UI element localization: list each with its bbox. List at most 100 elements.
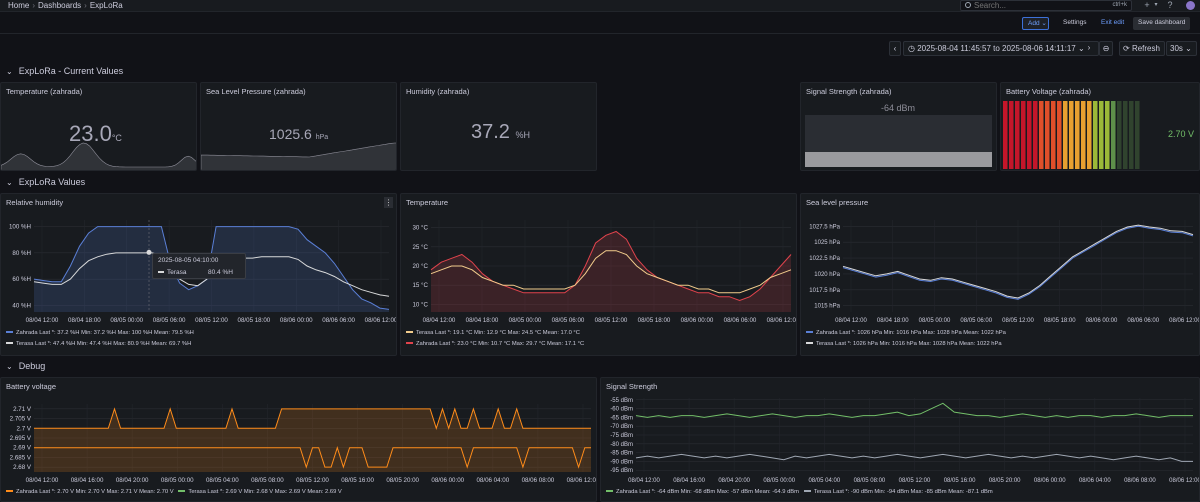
legend-item[interactable]: Terasa Last *: 47.4 %H Min: 47.4 %H Max:…	[6, 341, 191, 347]
save-dashboard-button[interactable]: Save dashboard	[1133, 17, 1191, 30]
x-tick-label: 08/06 08:00	[1124, 478, 1156, 484]
breadcrumb-dashboards[interactable]: Dashboards	[38, 1, 82, 10]
stat-panel-temperature[interactable]: Temperature (zahrada) 23.0°C	[0, 82, 197, 171]
y-tick-label: 1015 hPa	[814, 304, 840, 310]
stat-unit: hPa	[315, 134, 329, 141]
time-range-label: 2025-08-04 11:45:57 to 2025-08-06 14:11:…	[917, 44, 1076, 53]
zoom-out-button[interactable]: ⊖	[1099, 41, 1113, 56]
battery-led-segment	[1075, 101, 1080, 169]
temperature-chart[interactable]: 10 °C 15 °C 20 °C 25 °C 30 °C 08/04 12:00 08/0…	[401, 206, 797, 346]
x-tick-label: 08/06 00:00	[431, 477, 464, 484]
battery-led-gauge	[1003, 101, 1140, 169]
y-tick-label: 10 °C	[412, 301, 428, 308]
series-line-zahrada[interactable]	[33, 226, 390, 310]
gauge-panel-signal[interactable]: Signal Strength (zahrada) -64 dBm	[800, 82, 997, 171]
panel-temperature[interactable]: Temperature 10 °C 15 °C 20 °C 25 °C 30 °C 08/…	[400, 193, 797, 356]
panel-battery-voltage[interactable]: Battery voltage 2.68 V 2.685 V 2.69 V 2.695…	[0, 377, 597, 502]
plus-icon[interactable]: +	[1144, 0, 1150, 10]
x-tick-label: 08/05 12:00	[195, 317, 228, 324]
legend-item[interactable]: Terasa Last *: 19.1 °C Min: 12.9 °C Max:…	[406, 330, 580, 336]
row-current-values[interactable]: ⌄ ExpLoRa - Current Values	[6, 66, 123, 78]
battery-led-segment	[1057, 101, 1062, 169]
row-title: ExpLoRa - Current Values	[18, 66, 124, 76]
legend-text: Zahrada Last *: 2.70 V Min: 2.70 V Max: …	[16, 489, 174, 495]
y-tick-label: 40 %H	[12, 302, 31, 309]
legend-swatch	[406, 331, 413, 334]
y-tick-label: -75 dBm	[610, 433, 633, 439]
stat-panel-pressure[interactable]: Sea Level Pressure (zahrada) 1025.6 hPa	[200, 82, 397, 171]
legend-item-zahrada[interactable]: Zahrada Last *: -64 dBm Min: -68 dBm Max…	[606, 489, 799, 495]
panel-title: Relative humidity	[6, 198, 64, 207]
legend-item-terasa[interactable]: Terasa Last *: 2.69 V Min: 2.68 V Max: 2…	[178, 489, 342, 495]
y-tick-label: 2.695 V	[10, 435, 32, 442]
signal-chart[interactable]: -95 dBm -90 dBm -85 dBm -80 dBm -75 dBm -70 d…	[601, 390, 1200, 500]
series-line-terasa[interactable]	[842, 224, 1194, 299]
x-tick-label: 08/06 06:00	[322, 317, 355, 324]
chevron-down-icon: ⌄	[1077, 44, 1085, 53]
avatar[interactable]	[1186, 1, 1195, 10]
stat-value: 37.2 %H	[471, 121, 530, 144]
legend-item-terasa[interactable]: Terasa Last *: -90 dBm Min: -94 dBm Max:…	[803, 489, 993, 495]
search-icon	[965, 2, 971, 8]
series-line-zahrada[interactable]	[842, 225, 1194, 300]
panel-menu-icon[interactable]: ⋮	[384, 197, 393, 208]
legend-item[interactable]: Zahrada Last *: 1026 hPa Min: 1016 hPa M…	[806, 330, 1006, 336]
refresh-interval-select[interactable]: 30s ⌄	[1166, 41, 1197, 56]
x-tick-label: 08/05 16:00	[341, 477, 374, 484]
series-line-terasa[interactable]	[430, 250, 792, 294]
chevron-down-icon[interactable]: ▾	[1154, 2, 1158, 8]
legend-swatch	[406, 342, 413, 345]
tooltip: 2025-08-05 04:10:00 Terasa 80.4 %H	[152, 253, 246, 279]
legend-text: Terasa Last *: 2.69 V Min: 2.68 V Max: 2…	[188, 489, 342, 495]
panel-sea-level-pressure[interactable]: Sea level pressure 1015 hPa 1017.5 hPa 102…	[800, 193, 1200, 356]
x-tick-label: 08/04 12:00	[423, 317, 456, 324]
panel-signal-strength[interactable]: Signal Strength -95 dBm -90 dBm -85 dBm -80…	[600, 377, 1200, 502]
time-back-button[interactable]: ‹	[889, 41, 901, 56]
add-button[interactable]: Add ⌄	[1022, 17, 1049, 30]
panel-title: Temperature (zahrada)	[6, 87, 83, 96]
x-tick-label: 08/05 08:00	[251, 477, 284, 484]
panel-relative-humidity[interactable]: Relative humidity ⋮ 40 %H 60 %H 80 %H 100 %…	[0, 193, 397, 356]
clock-icon: ◷	[908, 44, 915, 53]
legend-text: Terasa Last *: 1026 hPa Min: 1016 hPa Ma…	[816, 341, 1002, 347]
legend-item[interactable]: Zahrada Last *: 23.0 °C Min: 10.7 °C Max…	[406, 341, 584, 347]
series-line-zahrada[interactable]	[34, 407, 591, 430]
stat-panel-humidity[interactable]: Humidity (zahrada) 37.2 %H	[400, 82, 597, 171]
search-box[interactable]: ctrl+k	[960, 0, 1132, 11]
row-values[interactable]: ⌄ ExpLoRa Values	[6, 177, 85, 189]
time-range-picker[interactable]: ◷ 2025-08-04 11:45:57 to 2025-08-06 14:1…	[903, 41, 1099, 56]
breadcrumb-home[interactable]: Home	[8, 1, 30, 10]
panel-title: Temperature	[406, 198, 449, 207]
series-line-zahrada[interactable]	[635, 402, 1193, 418]
refresh-icon: ⟳	[1123, 44, 1130, 53]
legend-item[interactable]: Terasa Last *: 1026 hPa Min: 1016 hPa Ma…	[806, 341, 1002, 347]
battery-led-segment	[1015, 101, 1020, 169]
help-icon[interactable]: ?	[1167, 0, 1173, 10]
settings-button[interactable]: Settings	[1063, 19, 1087, 26]
pressure-chart[interactable]: 1015 hPa 1017.5 hPa 1020 hPa 1022.5 hPa 1025…	[801, 206, 1200, 346]
x-tick-label: 08/04 20:00	[116, 477, 149, 484]
x-tick-label: 08/06 06:00	[724, 317, 757, 324]
series-line-terasa[interactable]	[635, 453, 1193, 462]
legend-item-zahrada[interactable]: Zahrada Last *: 2.70 V Min: 2.70 V Max: …	[6, 489, 174, 495]
legend-swatch	[6, 490, 13, 493]
refresh-button[interactable]: ⟳ Refresh	[1119, 41, 1165, 56]
row-debug[interactable]: ⌄ Debug	[6, 361, 45, 373]
time-forward-button[interactable]: ›	[1083, 41, 1095, 56]
x-tick-label: 08/04 12:00	[835, 318, 867, 324]
y-tick-label: 60 %H	[12, 276, 31, 283]
search-input[interactable]	[974, 1, 1084, 10]
battery-chart[interactable]: 2.68 V 2.685 V 2.69 V 2.695 V 2.7 V 2.705 V 2.…	[1, 390, 597, 500]
tooltip-series-name: Terasa	[167, 269, 187, 276]
series-line-zahrada[interactable]	[430, 230, 792, 302]
legend-text: Zahrada Last *: -64 dBm Min: -68 dBm Max…	[616, 489, 800, 495]
series-line-terasa[interactable]	[34, 446, 591, 469]
bargauge-panel-battery[interactable]: Battery Voltage (zahrada) 2.70 V	[1000, 82, 1200, 171]
x-tick-label: 08/05 18:00	[638, 317, 671, 324]
x-tick-label: 08/05 12:00	[296, 477, 329, 484]
breadcrumb-current[interactable]: ExpLoRa	[89, 1, 123, 10]
exit-edit-button[interactable]: Exit edit	[1101, 19, 1125, 26]
refresh-label: Refresh	[1131, 44, 1160, 53]
legend-swatch	[6, 342, 13, 345]
legend-item[interactable]: Zahrada Last *: 37.2 %H Min: 37.2 %H Max…	[6, 330, 194, 336]
